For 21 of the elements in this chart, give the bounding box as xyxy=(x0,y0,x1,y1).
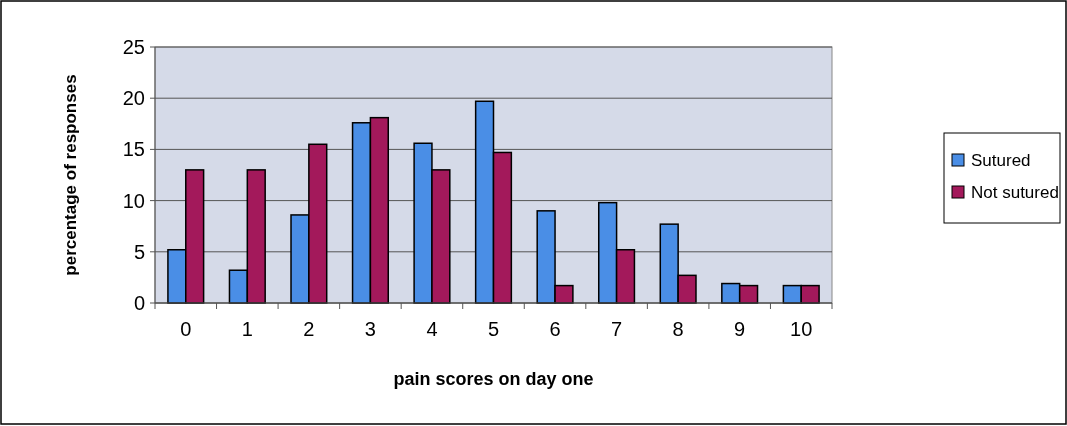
x-tick-label: 2 xyxy=(303,318,315,340)
x-tick-label: 10 xyxy=(790,318,813,340)
legend-label: Not sutured xyxy=(971,182,1059,202)
x-tick-label: 4 xyxy=(426,318,438,340)
x-tick-label: 1 xyxy=(241,318,253,340)
y-tick-label: 0 xyxy=(133,292,145,314)
x-tick-label: 0 xyxy=(180,318,192,340)
x-tick-label: 7 xyxy=(611,318,623,340)
y-tick-label: 10 xyxy=(122,189,145,212)
x-tick-label: 8 xyxy=(672,318,684,340)
y-tick-label: 5 xyxy=(133,240,145,263)
y-axis-title: percentage of responses xyxy=(61,74,80,276)
y-tick-label: 25 xyxy=(122,36,145,58)
x-tick-label: 5 xyxy=(487,318,500,340)
x-axis-title: pain scores on day one xyxy=(393,369,594,389)
x-tick-label: 9 xyxy=(734,318,746,340)
x-tick-label: 3 xyxy=(364,318,376,340)
legend-label: Sutured xyxy=(971,150,1031,170)
y-tick-label: 20 xyxy=(122,87,145,110)
x-tick-label: 6 xyxy=(549,318,561,340)
y-tick-label: 15 xyxy=(122,138,145,161)
